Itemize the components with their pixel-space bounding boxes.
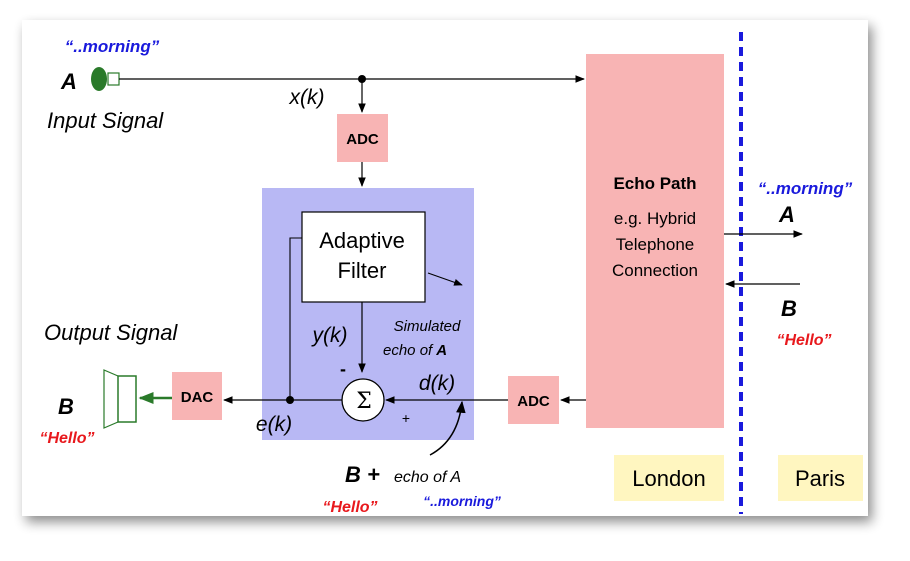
simulated-label-2: echo of A bbox=[383, 342, 447, 359]
minus-sign: - bbox=[340, 359, 346, 379]
b-plus-label: B + bbox=[345, 462, 380, 487]
adc-bottom-box bbox=[508, 376, 559, 424]
microphone-grille bbox=[107, 72, 120, 86]
yk-label: y(k) bbox=[311, 324, 348, 347]
echo-path-line-2: Telephone bbox=[616, 235, 694, 254]
sigma-symbol: Σ bbox=[356, 389, 372, 414]
echo-path-box bbox=[586, 54, 724, 428]
simulated-label-1: Simulated bbox=[394, 318, 461, 335]
echo-path-title: Echo Path bbox=[613, 174, 696, 193]
dk-label: d(k) bbox=[419, 372, 455, 395]
paris-box bbox=[778, 455, 863, 501]
morning-right-label: “..morning” bbox=[758, 179, 853, 198]
microphone-icon bbox=[91, 67, 107, 91]
a-right-label: A bbox=[778, 202, 795, 227]
echo-of-a-bottom-label: echo of A bbox=[394, 469, 461, 486]
morning-top-label: “..morning” bbox=[65, 37, 160, 56]
plus-sign: + bbox=[402, 410, 410, 426]
b-right-label: B bbox=[781, 296, 797, 321]
b-left-label: B bbox=[58, 394, 74, 419]
echo-path-line-1: e.g. Hybrid bbox=[614, 209, 696, 228]
adc-top-label: ADC bbox=[346, 131, 379, 148]
a-left-label: A bbox=[60, 69, 77, 94]
london-label: London bbox=[632, 466, 705, 491]
speaker-cone bbox=[103, 369, 119, 429]
hello-bottom-label: “Hello” bbox=[322, 499, 377, 516]
arrow-input-to-dk bbox=[429, 400, 466, 456]
london-box bbox=[614, 455, 724, 501]
adaptive-filter-label-1: Adaptive bbox=[319, 228, 405, 253]
line-error-feedback bbox=[289, 237, 302, 400]
dac-label: DAC bbox=[181, 389, 214, 406]
paris-label: Paris bbox=[795, 466, 845, 491]
simulated-label-2-text: echo of bbox=[383, 342, 434, 359]
input-signal-label: Input Signal bbox=[47, 108, 164, 133]
speaker-icon bbox=[117, 375, 137, 423]
hello-right-label: “Hello” bbox=[776, 332, 831, 349]
adc-top-box bbox=[337, 114, 388, 162]
adc-bottom-label: ADC bbox=[517, 393, 550, 410]
ek-label: e(k) bbox=[256, 413, 292, 436]
xk-label: x(k) bbox=[289, 86, 325, 109]
simulated-label-A: A bbox=[435, 342, 447, 359]
hello-left-label: “Hello” bbox=[39, 430, 94, 447]
output-signal-label: Output Signal bbox=[44, 320, 178, 345]
adaptive-filter-box bbox=[301, 211, 426, 303]
adaptive-filter-label-2: Filter bbox=[338, 258, 387, 283]
dac-box bbox=[172, 372, 222, 420]
morning-bottom-label: “..morning” bbox=[423, 493, 501, 509]
adaptation-arrow bbox=[427, 272, 463, 286]
echo-path-line-3: Connection bbox=[612, 261, 698, 280]
